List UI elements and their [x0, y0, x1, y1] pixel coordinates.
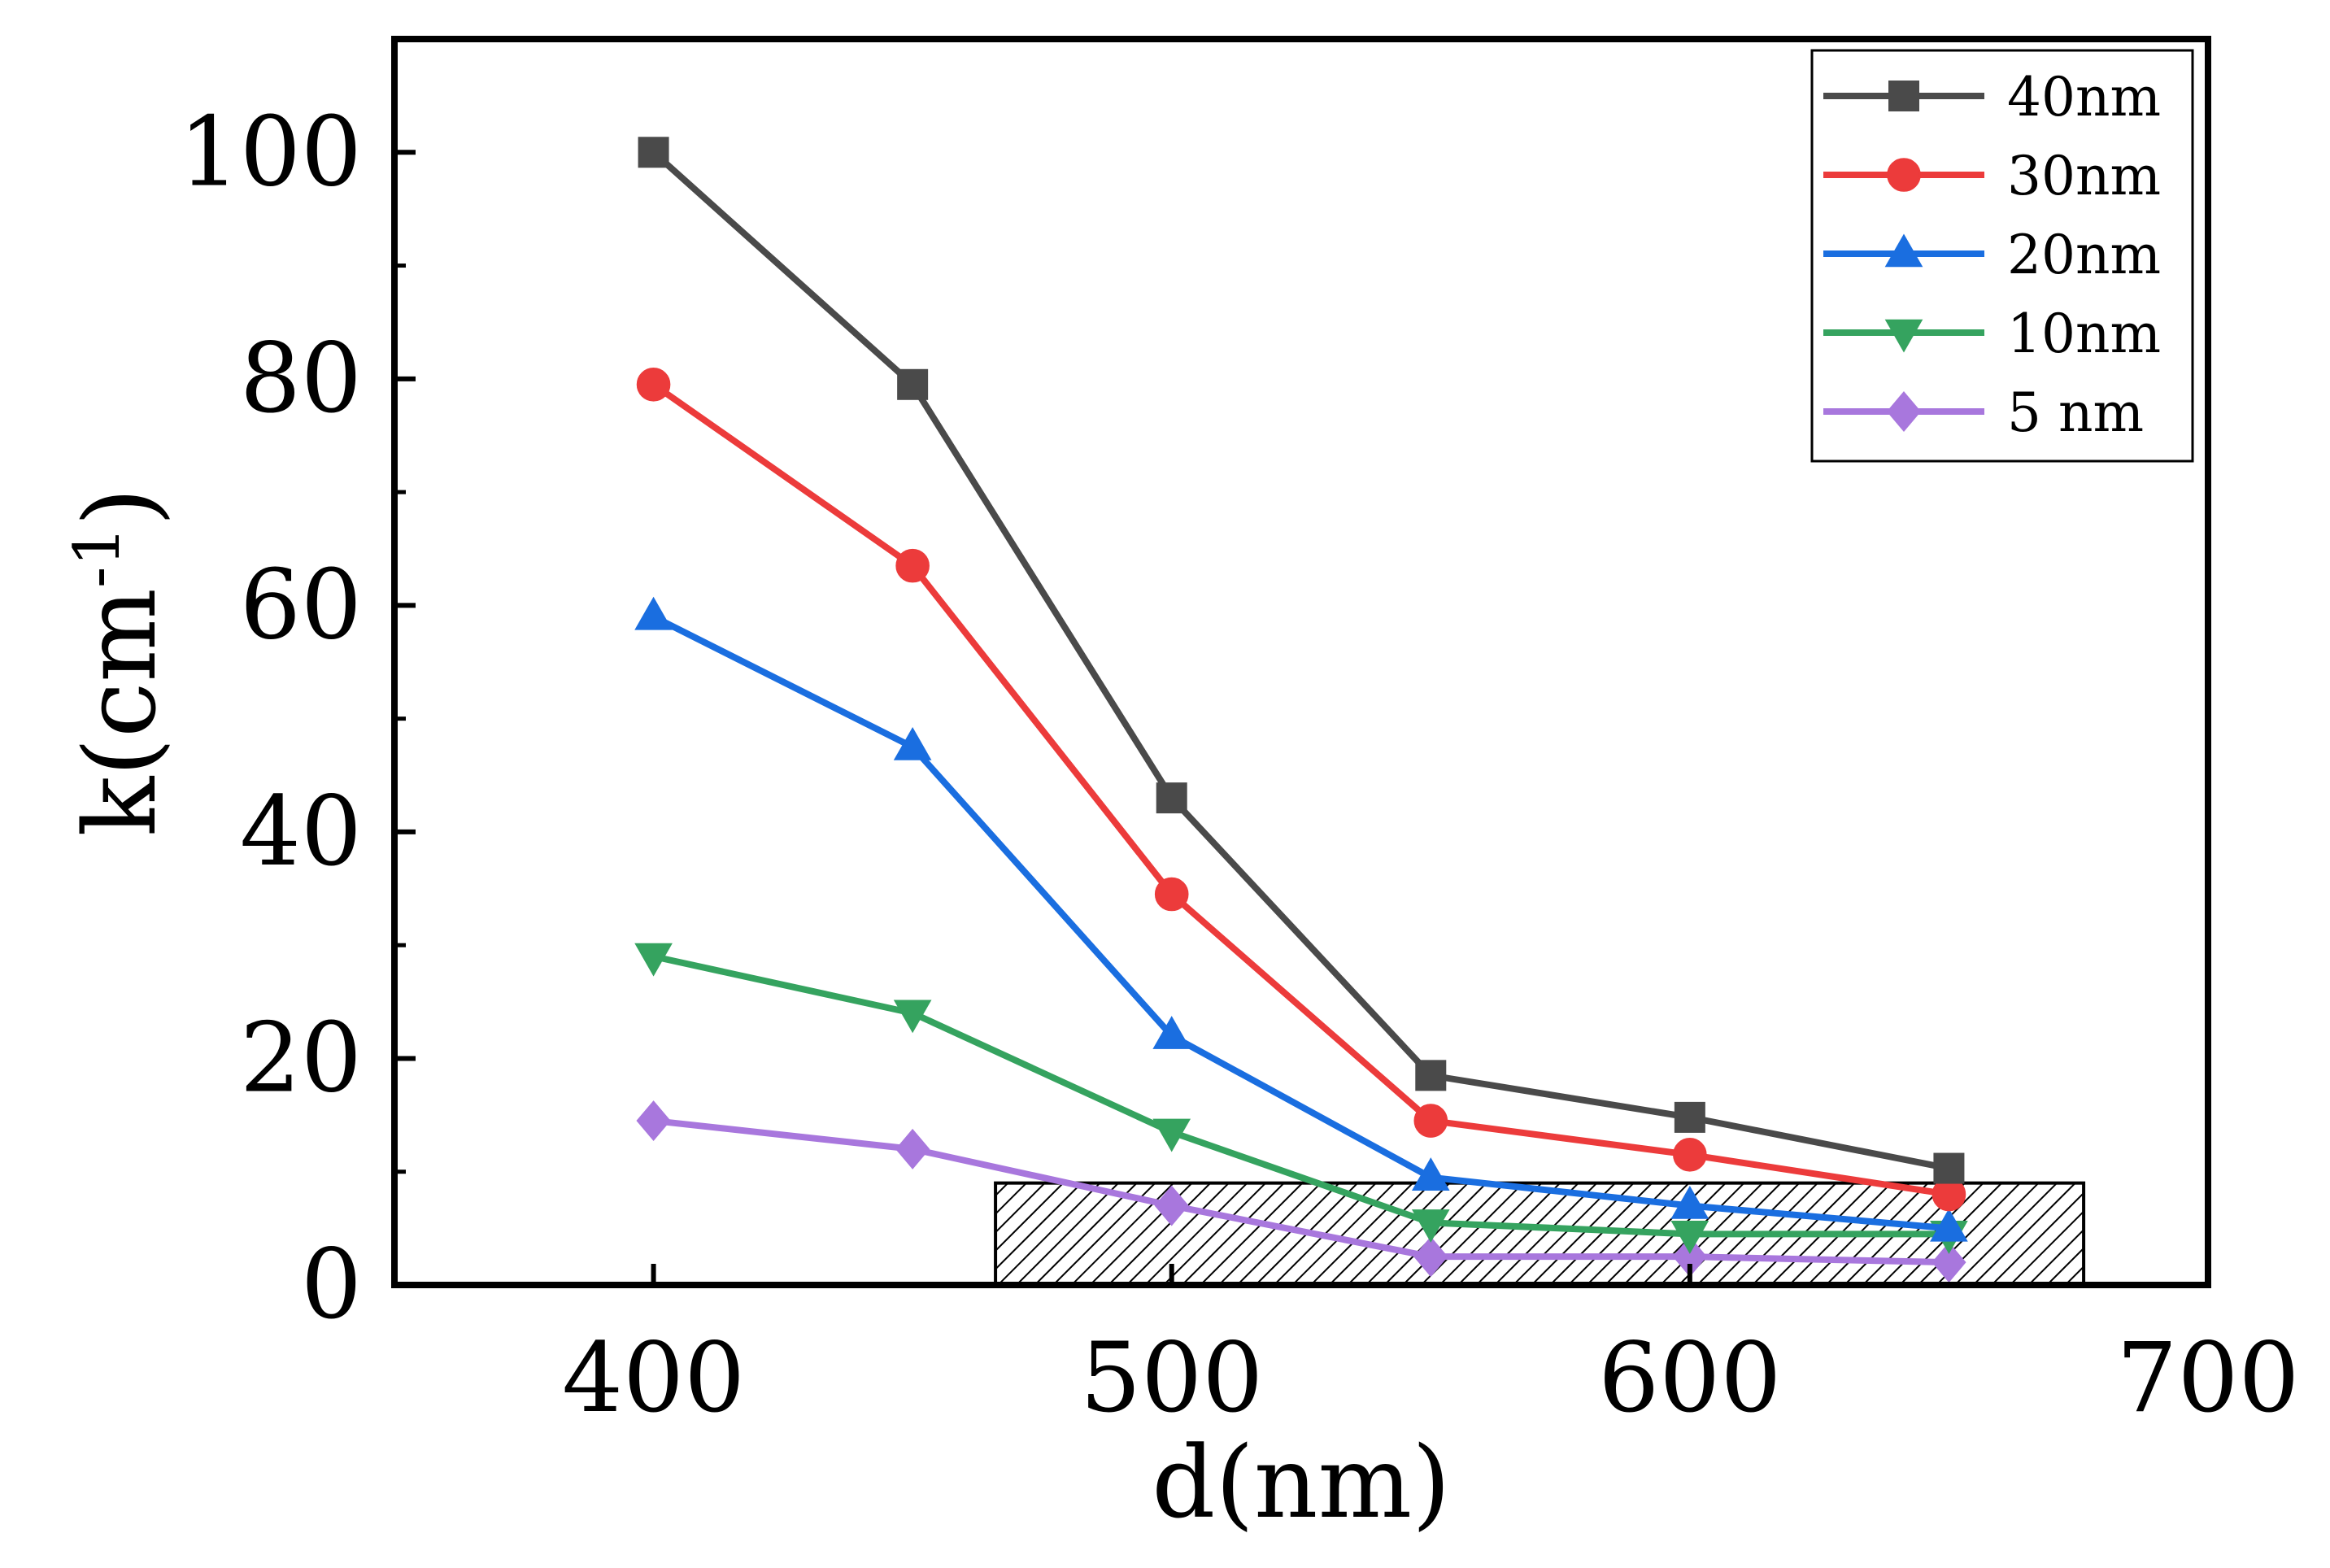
- data-point: [634, 596, 673, 630]
- y-tick-label: 100: [179, 95, 362, 207]
- y-tick-label: 60: [240, 548, 362, 660]
- series-line: [651, 613, 1949, 1232]
- data-point: [1933, 1152, 1965, 1184]
- y-axis-title-close: ): [63, 487, 178, 526]
- legend-marker: [1884, 233, 1923, 268]
- data-point: [1670, 1221, 1709, 1254]
- legend-label: 40nm: [2007, 66, 2161, 128]
- series-5nm: [636, 1100, 1966, 1283]
- x-axis-title: d(nm): [1152, 1425, 1451, 1540]
- series-30nm: [636, 367, 1966, 1212]
- data-point: [1413, 1104, 1448, 1138]
- legend: 40nm 30nm 20nm 10nm 5 nm: [1810, 49, 2194, 463]
- data-point: [1415, 1060, 1447, 1091]
- y-tick-label: 20: [240, 1001, 362, 1113]
- legend-marker: [1887, 158, 1921, 192]
- series-line: [652, 953, 1949, 1238]
- data-point: [1411, 1157, 1450, 1191]
- y-axis-title-superscript: -1: [61, 526, 134, 588]
- data-point: [1673, 1138, 1707, 1172]
- data-point: [897, 368, 929, 400]
- legend-marker: [1884, 319, 1923, 353]
- series-40nm: [638, 137, 1965, 1184]
- x-tick-label: 400: [562, 1322, 745, 1434]
- data-point: [638, 137, 669, 168]
- plot-frame: [391, 36, 2211, 1288]
- data-point: [895, 548, 930, 583]
- legend-label: 10nm: [2007, 303, 2161, 365]
- y-tick-label: 0: [301, 1228, 362, 1340]
- x-tick-label: 600: [1598, 1322, 1781, 1434]
- series-line: [651, 150, 1950, 1172]
- x-tick-label: 700: [2116, 1322, 2299, 1434]
- legend-label: 5 nm: [2007, 381, 2144, 444]
- data-point: [893, 726, 932, 760]
- legend-label: 20nm: [2007, 224, 2161, 286]
- series-20nm: [634, 596, 1968, 1242]
- data-point: [1152, 1118, 1191, 1152]
- data-point: [1670, 1185, 1709, 1219]
- legend-label: 30nm: [2007, 145, 2161, 207]
- y-axis-title-main: k(cm: [63, 588, 178, 837]
- data-point: [1674, 1101, 1705, 1133]
- y-tick-label: 40: [240, 775, 362, 887]
- y-tick-label: 80: [240, 322, 362, 434]
- series-line: [651, 381, 1950, 1198]
- data-point: [1930, 1208, 1968, 1242]
- data-point: [1413, 1236, 1448, 1278]
- data-point: [895, 1128, 930, 1169]
- data-point: [1154, 877, 1189, 912]
- series-10nm: [634, 943, 1968, 1254]
- data-point: [1932, 1242, 1966, 1283]
- legend-marker: [1888, 81, 1919, 111]
- legend-marker: [1886, 391, 1922, 432]
- x-tick-label: 500: [1080, 1322, 1263, 1434]
- y-axis-title: k(cm-1): [61, 487, 178, 836]
- data-point: [636, 367, 671, 402]
- data-point: [1152, 1016, 1191, 1049]
- data-point: [1156, 782, 1187, 814]
- series-line: [653, 1117, 1949, 1266]
- data-point: [634, 943, 673, 977]
- data-point: [1154, 1185, 1189, 1226]
- data-point: [1411, 1209, 1450, 1243]
- data-point: [636, 1100, 671, 1142]
- data-point: [893, 1000, 932, 1034]
